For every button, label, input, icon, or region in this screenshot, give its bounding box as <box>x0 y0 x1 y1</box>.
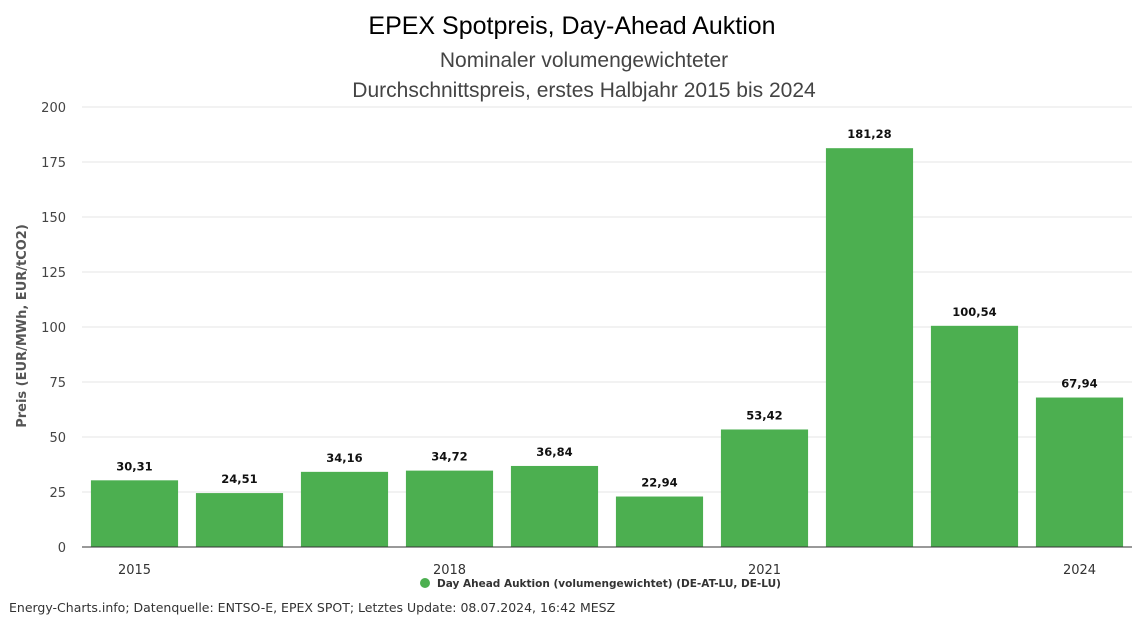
data-label: 24,51 <box>221 472 257 486</box>
source-footer: Energy-Charts.info; Datenquelle: ENTSO-E… <box>9 600 616 615</box>
y-tick-label: 25 <box>49 486 66 501</box>
x-tick-label: 2018 <box>433 563 466 578</box>
data-label: 100,54 <box>952 305 996 319</box>
y-axis-ticks: 0 25 50 75 100 125 150 175 200 <box>41 101 66 556</box>
x-tick-label: 2015 <box>118 563 151 578</box>
y-tick-label: 50 <box>49 431 66 446</box>
value-labels: 30,31 24,51 34,16 34,72 36,84 22,94 53,42 181,2… <box>116 127 1097 489</box>
y-tick-label: 75 <box>49 376 66 391</box>
chart-subtitle-line-1: Nominaler volumengewichteter <box>439 49 729 72</box>
bar[interactable] <box>615 496 704 547</box>
y-tick-label: 0 <box>58 541 66 556</box>
y-tick-label: 200 <box>41 101 66 116</box>
y-tick-label: 125 <box>41 266 66 281</box>
bar[interactable] <box>930 325 1019 547</box>
x-tick-label: 2024 <box>1063 563 1096 578</box>
bar[interactable] <box>1035 397 1124 547</box>
x-axis-ticks: 2015 2018 2021 2024 <box>118 563 1096 578</box>
data-label: 30,31 <box>116 459 152 473</box>
bar[interactable] <box>510 465 599 547</box>
y-tick-label: 175 <box>41 156 66 171</box>
data-label: 34,72 <box>431 450 467 464</box>
chart-title: EPEX Spotpreis, Day-Ahead Auktion <box>368 12 776 40</box>
legend-label: Day Ahead Auktion (volumengewichtet) (DE… <box>437 578 781 590</box>
legend[interactable]: Day Ahead Auktion (volumengewichtet) (DE… <box>420 578 781 590</box>
bar[interactable] <box>90 480 179 547</box>
bar[interactable] <box>405 470 494 547</box>
bar[interactable] <box>825 148 914 547</box>
chart-subtitle-line-2: Durchschnittspreis, erstes Halbjahr 2015… <box>352 79 816 102</box>
data-label: 53,42 <box>746 408 782 422</box>
data-label: 181,28 <box>847 127 891 141</box>
bar[interactable] <box>195 493 284 547</box>
y-tick-label: 100 <box>41 321 66 336</box>
bar-chart: 0 25 50 75 100 125 150 175 200 Preis (EUR/MWh, E… <box>15 101 1132 590</box>
bars <box>90 148 1124 547</box>
bar[interactable] <box>300 471 389 547</box>
y-tick-label: 150 <box>41 211 66 226</box>
data-label: 34,16 <box>326 451 362 465</box>
data-label: 22,94 <box>641 476 677 490</box>
data-label: 36,84 <box>536 445 572 459</box>
data-label: 67,94 <box>1061 377 1097 391</box>
legend-marker <box>420 578 430 588</box>
bar[interactable] <box>720 429 809 547</box>
y-axis-label: Preis (EUR/MWh, EUR/tCO2) <box>15 224 30 428</box>
x-tick-label: 2021 <box>748 563 781 578</box>
